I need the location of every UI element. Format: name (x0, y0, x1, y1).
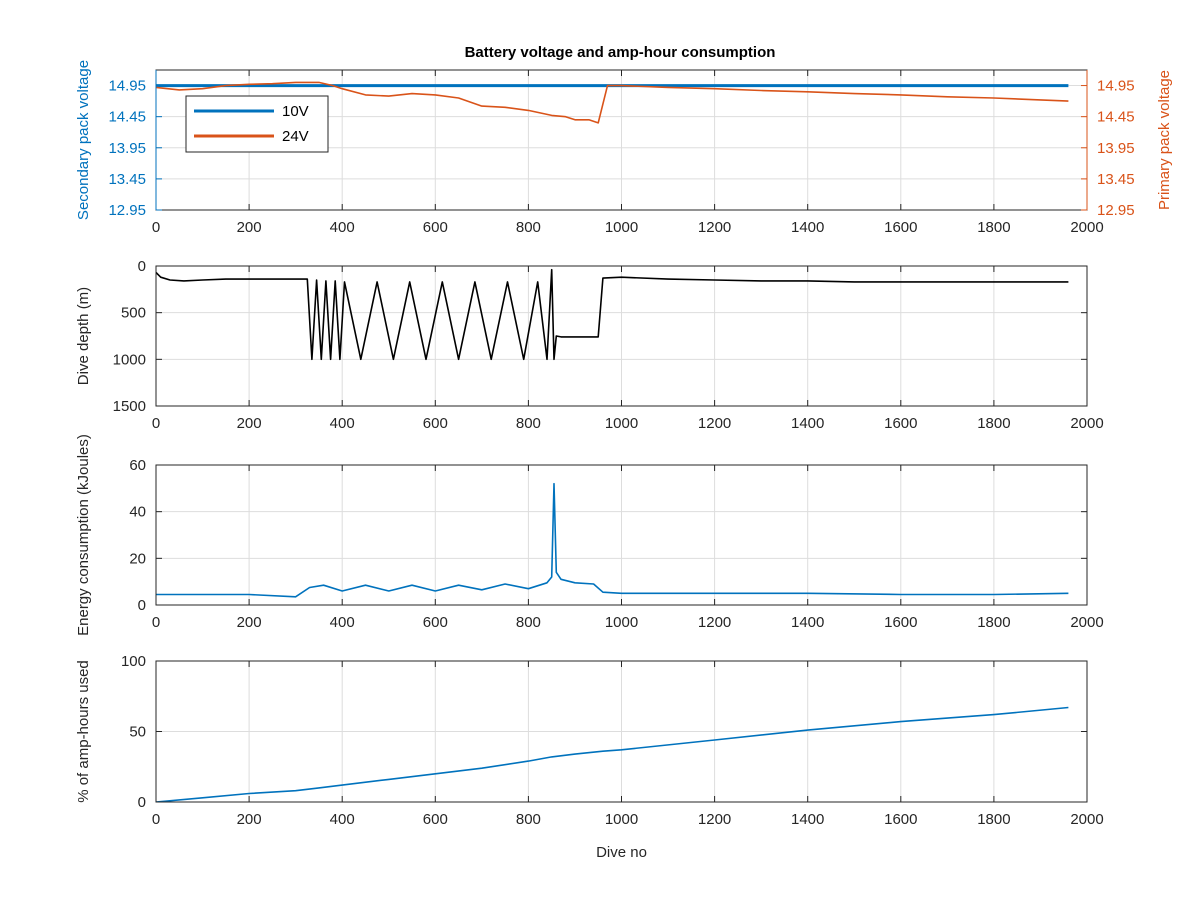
x-tick-label: 600 (423, 811, 448, 828)
x-tick-label: 1000 (605, 614, 638, 631)
y-tick-label: 12.95 (108, 202, 146, 219)
y-axis-label: Dive depth (m) (75, 287, 92, 385)
x-tick-label: 1600 (884, 614, 917, 631)
x-tick-label: 0 (152, 219, 160, 236)
legend-entry: 10V (282, 103, 309, 120)
x-tick-label: 1600 (884, 219, 917, 236)
x-tick-label: 200 (237, 415, 262, 432)
legend-entry: 24V (282, 128, 309, 145)
x-tick-label: 800 (516, 614, 541, 631)
x-tick-label: 1600 (884, 811, 917, 828)
depth-panel: 0 200 400 600 800 1000 1200 1400 1600 1800 2000 0 50… (75, 258, 1104, 432)
x-tick-label: 1400 (791, 415, 824, 432)
y-axis-label: Energy consumption (kJoules) (75, 434, 92, 636)
x-tick-label: 2000 (1070, 415, 1103, 432)
x-tick-label: 400 (330, 811, 355, 828)
x-tick-label: 600 (423, 219, 448, 236)
y-tick-label: 14.45 (108, 109, 146, 126)
x-tick-label: 400 (330, 415, 355, 432)
x-tick-label: 2000 (1070, 614, 1103, 631)
series-line-24v (156, 81, 1069, 124)
x-tick-label: 1400 (791, 811, 824, 828)
x-tick-label: 600 (423, 415, 448, 432)
y-tick-label: 60 (129, 457, 146, 474)
y-tick-label: 13.95 (108, 140, 146, 157)
x-tick-label: 1200 (698, 811, 731, 828)
x-tick-label: 200 (237, 219, 262, 236)
x-tick-label: 200 (237, 811, 262, 828)
x-tick-label: 200 (237, 614, 262, 631)
x-tick-label: 1800 (977, 219, 1010, 236)
x-tick-label: 1000 (605, 811, 638, 828)
x-tick-label: 1400 (791, 219, 824, 236)
x-tick-label: 600 (423, 614, 448, 631)
x-tick-label: 2000 (1070, 219, 1103, 236)
x-tick-label: 2000 (1070, 811, 1103, 828)
energy-panel: 0 200 400 600 800 1000 1200 1400 1600 1800 2000 0 20… (75, 434, 1104, 636)
y-tick-label-right: 13.95 (1097, 140, 1135, 157)
x-tick-label: 1800 (977, 811, 1010, 828)
legend-box (185, 95, 329, 153)
y-tick-label-right: 14.95 (1097, 78, 1135, 95)
x-tick-label: 0 (152, 614, 160, 631)
x-tick-label: 1800 (977, 415, 1010, 432)
y-tick-label: 13.45 (108, 171, 146, 188)
y-tick-label: 50 (129, 724, 146, 741)
series-line-depth (156, 268, 1069, 361)
x-tick-label: 1000 (605, 415, 638, 432)
series-line-energy (156, 482, 1069, 598)
series-line-amp-hours (156, 706, 1069, 802)
y-tick-label: 0 (138, 794, 146, 811)
y-tick-label: 100 (121, 653, 146, 670)
y-axis-label-right: Primary pack voltage (1156, 70, 1173, 210)
voltage-panel: 0 200 400 600 800 1000 1200 1400 1600 1800 200012.… (75, 60, 1173, 236)
x-tick-label: 400 (330, 219, 355, 236)
x-tick-label: 1200 (698, 415, 731, 432)
y-tick-label: 20 (129, 550, 146, 567)
y-tick-label: 40 (129, 504, 146, 521)
x-axis-label: Dive no (596, 844, 647, 861)
y-axis-label: % of amp-hours used (75, 660, 92, 803)
y-tick-label: 1500 (113, 398, 146, 415)
x-tick-label: 400 (330, 614, 355, 631)
x-tick-label: 0 (152, 415, 160, 432)
y-tick-label-right: 14.45 (1097, 109, 1135, 126)
y-tick-label: 14.95 (108, 78, 146, 95)
y-tick-label: 1000 (113, 351, 146, 368)
x-tick-label: 1000 (605, 219, 638, 236)
y-tick-label: 0 (138, 258, 146, 275)
x-tick-label: 1200 (698, 219, 731, 236)
amp-hours-panel: 0 200 400 600 800 1000 1200 1400 1600 1800 2000 0 50… (75, 653, 1104, 861)
x-tick-label: 800 (516, 219, 541, 236)
y-tick-label-right: 13.45 (1097, 171, 1135, 188)
y-axis-label: Secondary pack voltage (75, 60, 92, 220)
y-tick-label: 500 (121, 305, 146, 322)
x-tick-label: 800 (516, 811, 541, 828)
x-tick-label: 800 (516, 415, 541, 432)
x-tick-label: 1400 (791, 614, 824, 631)
x-tick-label: 1600 (884, 415, 917, 432)
y-tick-label-right: 12.95 (1097, 202, 1135, 219)
x-tick-label: 1200 (698, 614, 731, 631)
figure-title: Battery voltage and amp-hour consumption (465, 44, 776, 61)
x-tick-label: 0 (152, 811, 160, 828)
y-tick-label: 0 (138, 597, 146, 614)
x-tick-label: 1800 (977, 614, 1010, 631)
